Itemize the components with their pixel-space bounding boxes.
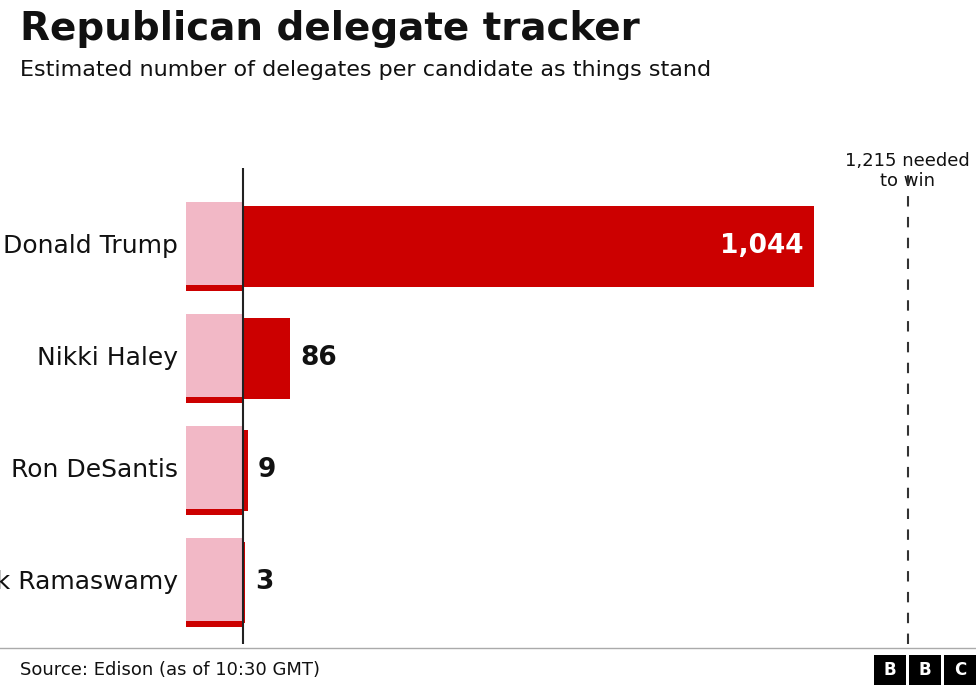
Bar — [185, 509, 243, 515]
Bar — [185, 397, 243, 403]
Text: 1,044: 1,044 — [719, 233, 803, 260]
Text: Donald Trump: Donald Trump — [3, 234, 178, 258]
Text: Ron DeSantis: Ron DeSantis — [11, 458, 178, 482]
Bar — [243, 206, 814, 287]
Bar — [243, 430, 248, 511]
Text: 9: 9 — [258, 457, 276, 484]
Bar — [185, 621, 243, 627]
Bar — [185, 538, 243, 627]
Bar — [185, 202, 243, 291]
Text: Nikki Haley: Nikki Haley — [37, 346, 178, 370]
Bar — [185, 426, 243, 515]
Text: B: B — [918, 661, 931, 679]
Text: Source: Edison (as of 10:30 GMT): Source: Edison (as of 10:30 GMT) — [20, 661, 319, 679]
Text: B: B — [883, 661, 896, 679]
Bar — [243, 542, 245, 623]
Bar — [185, 314, 243, 403]
Text: Vivek Ramaswamy: Vivek Ramaswamy — [0, 570, 178, 594]
Text: Estimated number of delegates per candidate as things stand: Estimated number of delegates per candid… — [20, 60, 711, 80]
Text: 86: 86 — [301, 345, 337, 372]
Text: 3: 3 — [255, 569, 273, 596]
Text: 1,215 needed
to win: 1,215 needed to win — [845, 152, 970, 190]
Bar — [243, 318, 290, 399]
Text: C: C — [954, 661, 966, 679]
Text: Republican delegate tracker: Republican delegate tracker — [20, 10, 639, 48]
Bar — [185, 285, 243, 291]
